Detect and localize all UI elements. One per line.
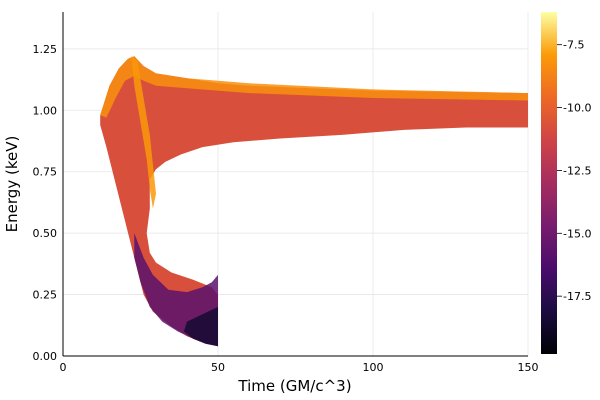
y-tick-label: 0.50 xyxy=(33,227,58,240)
y-tick-label: 0.25 xyxy=(33,289,58,302)
axes xyxy=(62,12,528,357)
x-tick-label: 0 xyxy=(60,361,67,374)
x-tick-label: 150 xyxy=(518,361,539,374)
heatmap-region-4 xyxy=(131,56,156,209)
colorbar-tick-label: -12.5 xyxy=(563,164,591,177)
heatmap-region-3 xyxy=(100,56,528,118)
colorbar-tick-label: -10.0 xyxy=(563,102,591,115)
y-axis-label: Energy (keV) xyxy=(3,136,21,233)
colorbar-tick-label: -7.5 xyxy=(563,39,584,52)
x-tick-label: 50 xyxy=(211,361,225,374)
x-tick-label: 100 xyxy=(363,361,384,374)
colorbar-tick-label: -15.0 xyxy=(563,227,591,240)
y-tick-label: 1.25 xyxy=(33,43,58,56)
heatmap-regions xyxy=(100,56,528,347)
tick-labels: 0 50 100 150 0.00 0.25 0.50 0.75 1.00 1.25 xyxy=(33,43,539,374)
y-tick-label: 0.00 xyxy=(33,350,58,363)
heatmap-region-0 xyxy=(100,56,528,347)
y-tick-label: 0.75 xyxy=(33,166,58,179)
colorbar-gradient xyxy=(541,12,557,354)
colorbar-tick-label: -17.5 xyxy=(563,290,591,303)
x-axis-label: Time (GM/c^3) xyxy=(237,377,351,395)
heatmap-region-2 xyxy=(183,306,218,347)
colorbar: -7.5 -10.0 -12.5 -15.0 -17.5 xyxy=(541,12,591,354)
y-tick-label: 1.00 xyxy=(33,104,58,117)
